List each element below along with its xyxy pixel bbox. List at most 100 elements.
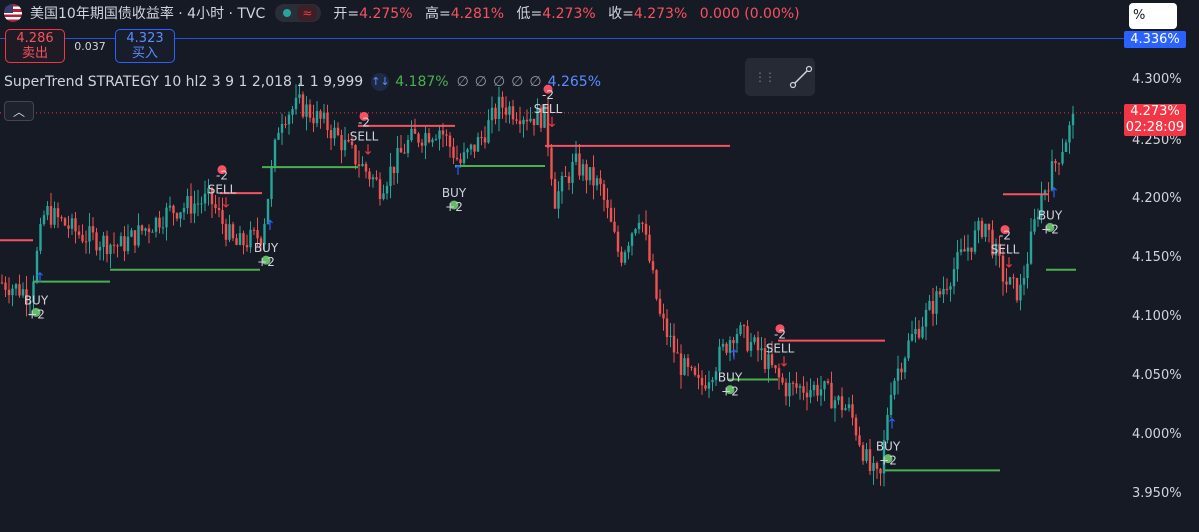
candle-body bbox=[28, 302, 32, 304]
candle-body bbox=[784, 382, 788, 397]
buy-button[interactable]: 4.323 买入 bbox=[115, 29, 175, 63]
candle-body bbox=[53, 208, 56, 225]
candle-body bbox=[242, 233, 245, 246]
candle-body bbox=[406, 140, 410, 154]
candle-body bbox=[102, 235, 105, 248]
signal-dot bbox=[775, 324, 785, 334]
candle-body bbox=[263, 223, 266, 245]
signal-qty: SELL bbox=[534, 102, 563, 116]
candle-body bbox=[529, 118, 532, 122]
candle-body bbox=[620, 251, 623, 263]
candle-body bbox=[1043, 190, 1047, 195]
candle-body bbox=[917, 328, 921, 338]
market-status-dot-icon bbox=[283, 9, 292, 17]
symbol-header: 美国10年期国债收益率 · 4小时 · TVC ≈ 开=4.275% 高=4.2… bbox=[0, 0, 800, 26]
candle-body bbox=[1064, 142, 1068, 152]
candle-body bbox=[1008, 277, 1012, 285]
candle-body bbox=[214, 204, 217, 209]
candle-body bbox=[252, 229, 256, 231]
high-label: 高= bbox=[424, 6, 451, 22]
candle-body bbox=[844, 408, 847, 411]
candle-body bbox=[427, 133, 431, 143]
signal-dot bbox=[725, 385, 735, 395]
candle-body bbox=[175, 213, 179, 219]
candle-body bbox=[676, 352, 679, 354]
us-flag-icon bbox=[4, 4, 22, 22]
null-value: ∅ bbox=[529, 74, 542, 90]
buy-arrow-icon: ↑ bbox=[1048, 185, 1060, 201]
signal-qty: SELL bbox=[350, 129, 379, 143]
candle-body bbox=[823, 381, 826, 390]
buy-arrow-icon: ↑ bbox=[452, 163, 464, 179]
sell-button[interactable]: 4.286 卖出 bbox=[5, 29, 65, 63]
candle-body bbox=[1001, 255, 1005, 282]
candle-body bbox=[732, 340, 735, 344]
candle-body bbox=[301, 94, 305, 117]
candle-body bbox=[1068, 125, 1071, 143]
candle-body bbox=[714, 371, 718, 380]
candle-body bbox=[182, 208, 186, 213]
candle-body bbox=[210, 187, 214, 205]
candle-body bbox=[805, 392, 809, 398]
candle-body bbox=[189, 196, 193, 214]
spread-value: 0.037 bbox=[74, 39, 106, 53]
candle-body bbox=[389, 166, 392, 186]
null-value: ∅ bbox=[511, 74, 524, 90]
sell-arrow-icon: ↓ bbox=[362, 142, 374, 158]
drag-handle-icon[interactable]: ⋮⋮ bbox=[754, 70, 776, 84]
trendline-icon[interactable] bbox=[788, 64, 814, 90]
candle-body bbox=[25, 289, 28, 303]
candle-body bbox=[623, 252, 627, 263]
candle-body bbox=[308, 104, 312, 118]
candle-body bbox=[536, 107, 539, 126]
candle-body bbox=[945, 288, 949, 290]
signal-label: BUY bbox=[876, 440, 901, 454]
scale-mode-input[interactable]: % bbox=[1129, 3, 1177, 29]
candle-body bbox=[665, 318, 669, 337]
axis-label: 4.250% bbox=[1132, 133, 1182, 148]
candle-body bbox=[375, 177, 378, 180]
signal-label: BUY bbox=[442, 186, 467, 200]
drawing-toolbar[interactable]: ⋮⋮ bbox=[745, 58, 815, 96]
axis-label: 4.100% bbox=[1132, 309, 1182, 324]
candle-body bbox=[434, 138, 438, 140]
candle-body bbox=[630, 233, 634, 246]
candle-body bbox=[560, 176, 564, 192]
signal-qty: SELL bbox=[208, 183, 237, 197]
candle-body bbox=[287, 114, 291, 125]
candle-body bbox=[284, 124, 287, 126]
indicator-name[interactable]: SuperTrend STRATEGY 10 hl2 3 9 1 2,018 1… bbox=[4, 74, 364, 90]
candle-body bbox=[340, 135, 343, 151]
strategy-icon: ↑↓ bbox=[371, 73, 390, 91]
candle-body bbox=[942, 288, 945, 295]
candle-body bbox=[91, 226, 95, 233]
collapse-legend-button[interactable]: ︿ bbox=[4, 101, 34, 121]
candle-body bbox=[655, 270, 658, 299]
market-status-pill[interactable]: ≈ bbox=[275, 4, 322, 22]
signal-dot bbox=[31, 307, 41, 317]
candle-body bbox=[452, 146, 455, 158]
candle-body bbox=[924, 309, 928, 327]
candle-body bbox=[305, 104, 308, 117]
last-price-tag: 4.273% 02:28:09 bbox=[1124, 104, 1186, 136]
candle-body bbox=[1015, 277, 1019, 301]
null-value: ∅ bbox=[493, 74, 506, 90]
candle-body bbox=[634, 229, 637, 234]
indicator-legend[interactable]: SuperTrend STRATEGY 10 hl2 3 9 1 2,018 1… bbox=[4, 73, 601, 91]
candle-body bbox=[294, 97, 298, 110]
candle-body bbox=[518, 120, 522, 125]
candle-body bbox=[550, 147, 553, 180]
candle-body bbox=[788, 382, 791, 397]
candle-body bbox=[322, 112, 326, 119]
candle-body bbox=[137, 225, 140, 246]
candle-body bbox=[424, 133, 427, 146]
signal-dot bbox=[261, 255, 271, 265]
signal-dot bbox=[1000, 225, 1010, 235]
candle-body bbox=[991, 229, 994, 256]
candle-body bbox=[1029, 231, 1033, 264]
symbol-title[interactable]: 美国10年期国债收益率 · 4小时 · TVC bbox=[30, 6, 266, 22]
candle-body bbox=[1022, 278, 1026, 285]
candle-body bbox=[851, 404, 854, 418]
candle-body bbox=[1061, 151, 1064, 164]
